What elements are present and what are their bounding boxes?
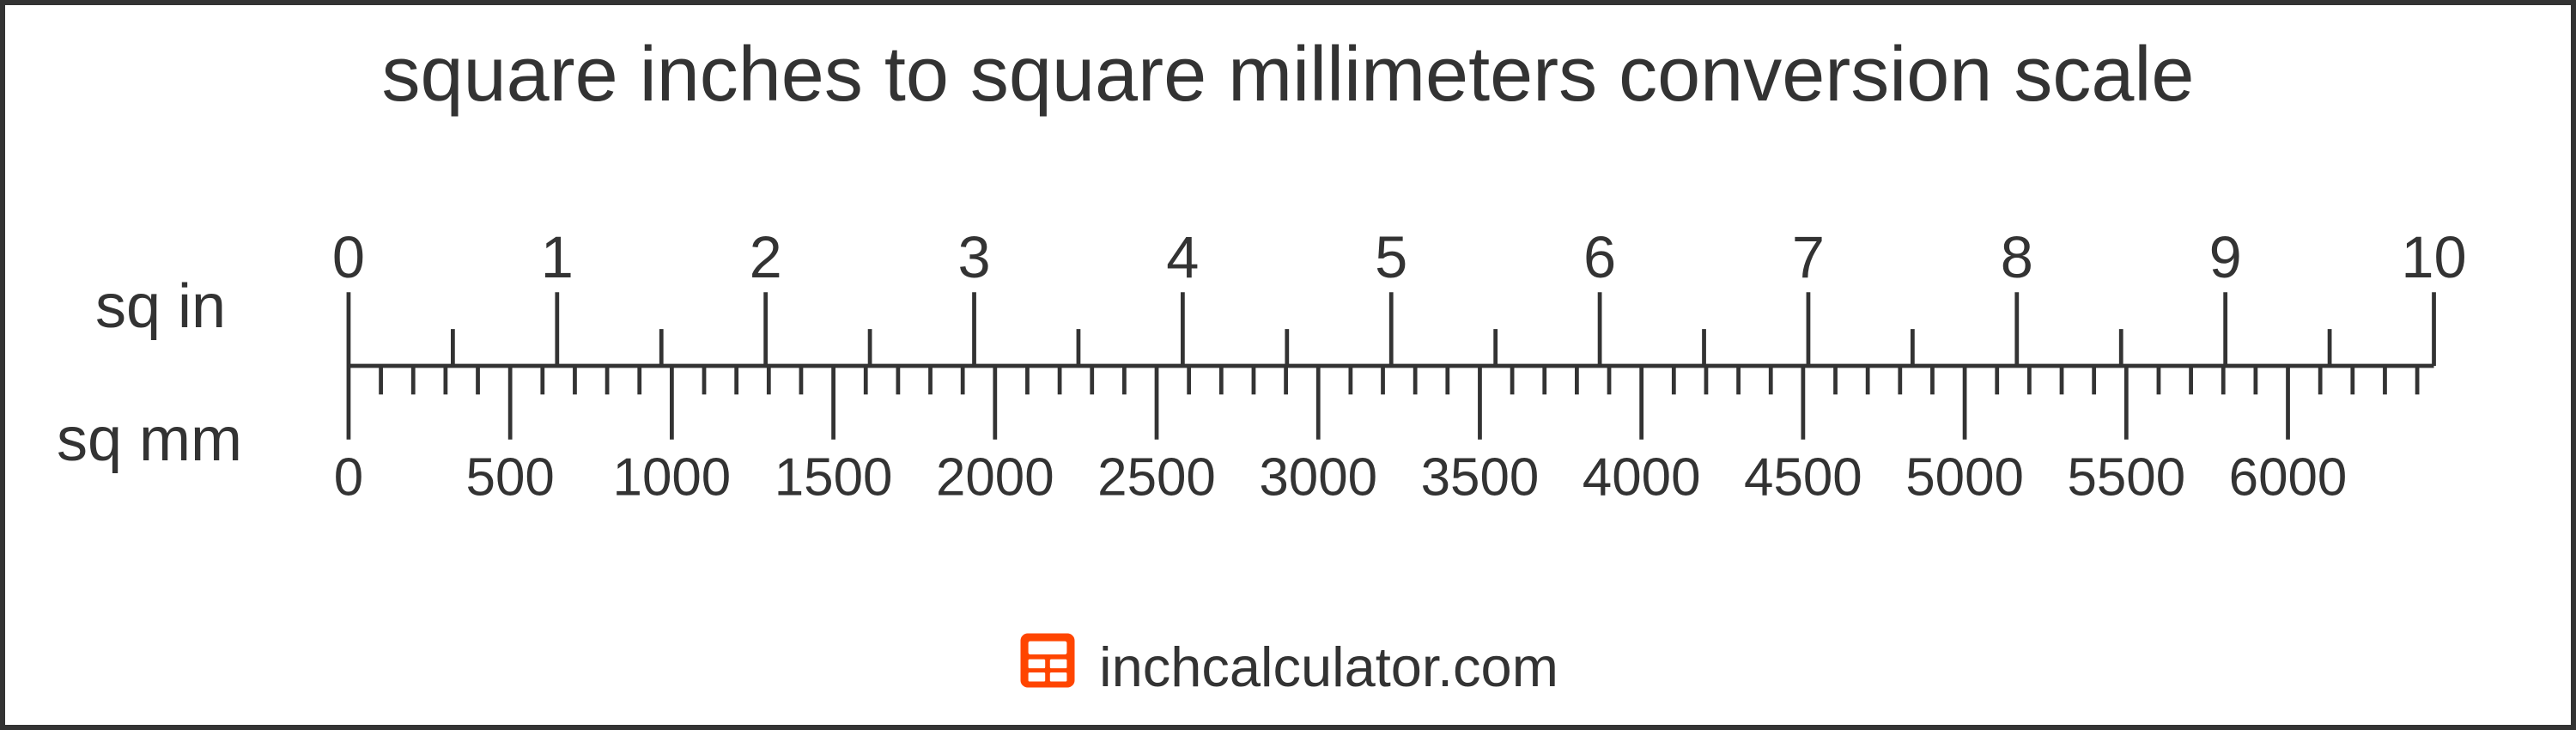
svg-text:0: 0 (332, 224, 365, 290)
svg-text:4000: 4000 (1583, 447, 1701, 507)
svg-text:500: 500 (466, 447, 555, 507)
calculator-icon (1018, 630, 1078, 703)
svg-text:5000: 5000 (1905, 447, 2024, 507)
svg-text:2500: 2500 (1097, 447, 1216, 507)
svg-text:10: 10 (2401, 224, 2466, 290)
svg-text:4: 4 (1166, 224, 1199, 290)
unit-label-bottom: sq mm (57, 405, 242, 475)
unit-label-top: sq in (95, 271, 226, 342)
svg-text:5500: 5500 (2067, 447, 2185, 507)
footer: inchcalculator.com (5, 630, 2571, 703)
svg-text:3500: 3500 (1421, 447, 1540, 507)
conversion-scale-container: square inches to square millimeters conv… (0, 0, 2576, 730)
svg-text:1: 1 (541, 224, 574, 290)
svg-text:2000: 2000 (936, 447, 1054, 507)
scale-title: square inches to square millimeters conv… (5, 31, 2571, 119)
svg-text:4500: 4500 (1744, 447, 1862, 507)
svg-text:5: 5 (1375, 224, 1407, 290)
svg-text:6000: 6000 (2229, 447, 2348, 507)
svg-text:9: 9 (2209, 224, 2242, 290)
svg-text:3000: 3000 (1259, 447, 1377, 507)
svg-text:7: 7 (1792, 224, 1825, 290)
ruler-svg: 0 1 2 3 4 5 6 7 8 9 10 0 500 1000 1500 2000 2500 3000 3500… (306, 194, 2485, 538)
svg-text:3: 3 (957, 224, 990, 290)
svg-text:8: 8 (2001, 224, 2033, 290)
svg-text:0: 0 (334, 447, 363, 507)
ruler-area: 0 1 2 3 4 5 6 7 8 9 10 0 500 1000 1500 2000 2500 3000 3500… (306, 194, 2485, 538)
footer-text: inchcalculator.com (1099, 635, 1558, 699)
svg-text:1500: 1500 (775, 447, 893, 507)
svg-text:2: 2 (750, 224, 782, 290)
svg-text:6: 6 (1583, 224, 1616, 290)
svg-text:1000: 1000 (613, 447, 732, 507)
